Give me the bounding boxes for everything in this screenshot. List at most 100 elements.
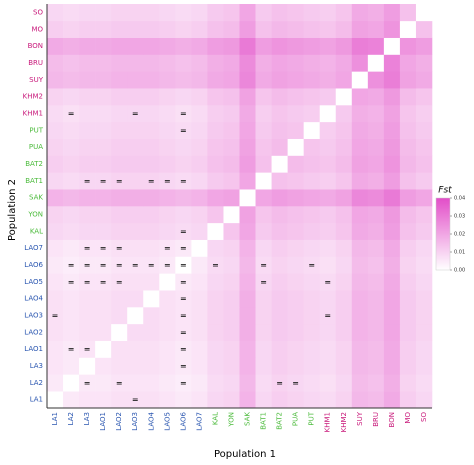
y-tick-label: YON <box>27 210 43 218</box>
heatmap-cell <box>303 155 321 173</box>
y-tick-label: LAO7 <box>24 244 43 252</box>
heatmap-cell <box>95 307 112 325</box>
heatmap-cell <box>191 155 208 173</box>
heatmap-cell <box>223 88 240 106</box>
y-tick-label: BON <box>28 42 43 50</box>
heatmap-cell <box>79 391 96 409</box>
heatmap-cell <box>255 54 272 72</box>
heatmap-cell <box>383 71 401 89</box>
x-axis-label: Population 1 <box>214 449 276 460</box>
heatmap-cell <box>191 172 208 190</box>
heatmap-cell <box>63 206 80 224</box>
heatmap-cell <box>383 54 401 72</box>
heatmap-cell <box>287 121 304 139</box>
heatmap-cell <box>111 105 128 123</box>
equal-marker: = <box>180 109 187 118</box>
heatmap-cell <box>367 155 385 173</box>
heatmap-cell <box>63 239 80 257</box>
heatmap-cell <box>351 20 369 38</box>
heatmap-cell <box>63 273 80 291</box>
equal-marker: = <box>100 176 107 185</box>
y-tick-label: KHM1 <box>23 109 43 117</box>
y-tick-label: KHM2 <box>23 93 43 101</box>
heatmap-cell <box>191 121 208 139</box>
heatmap-cell <box>79 20 96 38</box>
equal-marker: = <box>180 176 187 185</box>
x-tick-label: LAO3 <box>131 412 139 431</box>
heatmap-cell <box>95 256 112 274</box>
heatmap-cell <box>239 307 256 325</box>
heatmap-cell <box>255 290 272 308</box>
heatmap-cell <box>271 88 288 106</box>
heatmap-cell <box>367 206 385 224</box>
heatmap-cell <box>239 340 256 358</box>
heatmap-cell <box>319 105 337 123</box>
heatmap-cell <box>415 374 433 392</box>
y-tick-label: LA3 <box>30 362 43 370</box>
heatmap-cell <box>255 239 272 257</box>
heatmap-cell <box>127 105 144 123</box>
heatmap-cell <box>143 121 160 139</box>
equal-marker: = <box>180 277 187 286</box>
heatmap-cell <box>95 189 112 207</box>
heatmap-cell <box>159 189 176 207</box>
heatmap-cell <box>319 307 337 325</box>
heatmap-cell <box>287 105 304 123</box>
heatmap-cell <box>271 256 288 274</box>
heatmap-cell <box>111 256 128 274</box>
heatmap-cell <box>159 323 176 341</box>
heatmap-cell <box>351 239 369 257</box>
heatmap-cell <box>383 391 401 409</box>
heatmap-cell <box>287 71 304 89</box>
heatmap-cell <box>79 138 96 156</box>
heatmap-cell <box>143 189 160 207</box>
heatmap-cell <box>175 54 192 72</box>
heatmap-cell <box>143 222 160 240</box>
heatmap-cell <box>223 307 240 325</box>
equal-marker: = <box>148 176 155 185</box>
heatmap-cell <box>79 307 96 325</box>
heatmap-cell <box>63 121 80 139</box>
heatmap-cell <box>367 138 385 156</box>
heatmap-cell <box>351 391 369 409</box>
heatmap-cell <box>255 189 272 207</box>
heatmap-cell <box>63 105 80 123</box>
x-tick-label: MO <box>404 412 412 424</box>
heatmap-cell <box>367 290 385 308</box>
heatmap-cell <box>63 307 80 325</box>
equal-marker: = <box>308 260 315 269</box>
heatmap-cell <box>159 206 176 224</box>
heatmap-cell <box>175 155 192 173</box>
heatmap-cell <box>255 323 272 341</box>
heatmap-cell <box>159 121 176 139</box>
heatmap-cell <box>255 71 272 89</box>
heatmap-cell <box>207 340 224 358</box>
heatmap-cell <box>127 357 144 375</box>
y-tick-label: LAO5 <box>24 278 43 286</box>
heatmap-cell <box>271 54 288 72</box>
heatmap-cell <box>159 357 176 375</box>
heatmap-cell <box>271 273 288 291</box>
heatmap-cell <box>47 54 64 72</box>
heatmap-cell <box>143 256 160 274</box>
heatmap-cell <box>383 155 401 173</box>
heatmap-cell <box>367 357 385 375</box>
heatmap-cell <box>255 307 272 325</box>
heatmap-cell <box>63 391 80 409</box>
heatmap-cell <box>47 340 64 358</box>
heatmap-cell <box>319 391 337 409</box>
heatmap-cell <box>175 256 192 274</box>
heatmap-cell <box>95 121 112 139</box>
heatmap-cell <box>95 4 112 22</box>
heatmap-cell <box>239 222 256 240</box>
equal-marker: = <box>84 176 91 185</box>
equal-marker: = <box>212 260 219 269</box>
heatmap-cell <box>111 172 128 190</box>
heatmap-cell <box>335 138 353 156</box>
heatmap-cell <box>127 391 144 409</box>
heatmap-cell <box>223 105 240 123</box>
heatmap-cell <box>63 20 80 38</box>
heatmap-cell <box>335 20 353 38</box>
heatmap-cell <box>415 155 433 173</box>
y-tick-label: LA2 <box>30 379 43 387</box>
